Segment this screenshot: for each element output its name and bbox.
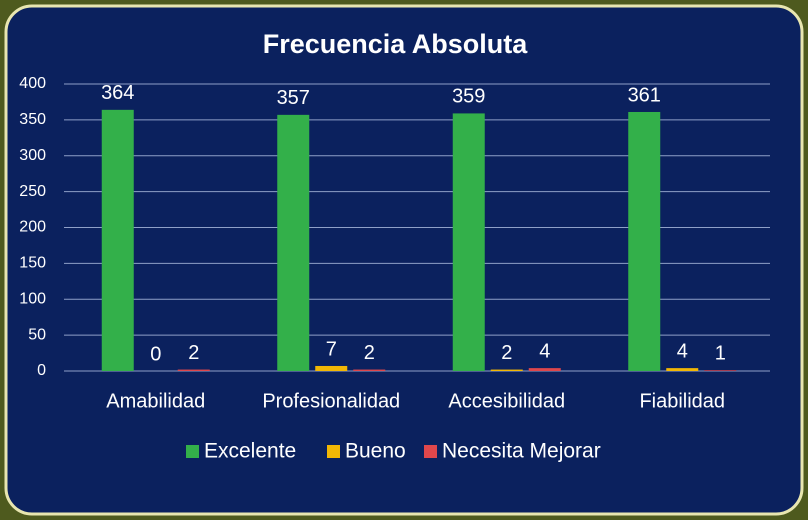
data-label: 4 [539,340,550,362]
bar [177,369,210,371]
data-label: 357 [277,87,310,109]
data-label: 1 [715,343,726,365]
x-tick-label: Amabilidad [106,390,205,412]
legend-swatch [186,445,199,458]
legend-label: Necesita Mejorar [442,440,601,463]
data-label: 7 [326,338,337,360]
bar [704,370,737,371]
data-label: 2 [188,342,199,364]
data-label: 364 [101,82,134,104]
legend-label: Bueno [345,440,406,463]
bar [452,113,485,371]
data-label: 0 [150,343,161,365]
bar [528,368,561,371]
data-label: 361 [628,84,661,106]
bar [101,109,134,371]
data-label: 2 [501,342,512,364]
y-tick-label: 150 [19,255,46,272]
data-label: 359 [452,86,485,108]
data-label: 2 [364,342,375,364]
chart-title: Frecuencia Absoluta [263,29,529,59]
x-tick-label: Accesibilidad [448,390,565,412]
y-tick-label: 250 [19,183,46,200]
x-tick-label: Fiabilidad [639,390,725,412]
bar [490,369,523,371]
bar [277,114,310,371]
y-tick-label: 200 [19,219,46,236]
bar [628,111,661,372]
bar [666,368,699,371]
frame [4,4,804,516]
data-label: 4 [677,340,688,362]
y-tick-label: 50 [28,326,46,343]
y-tick-label: 0 [37,362,46,379]
bar [315,365,348,371]
legend-swatch [327,445,340,458]
legend-swatch [424,445,437,458]
y-tick-label: 400 [19,75,46,92]
legend-label: Excelente [204,440,296,463]
y-tick-label: 300 [19,147,46,164]
bar [353,369,386,371]
x-tick-label: Profesionalidad [262,390,400,412]
y-tick-label: 100 [19,290,46,307]
y-tick-label: 350 [19,111,46,128]
